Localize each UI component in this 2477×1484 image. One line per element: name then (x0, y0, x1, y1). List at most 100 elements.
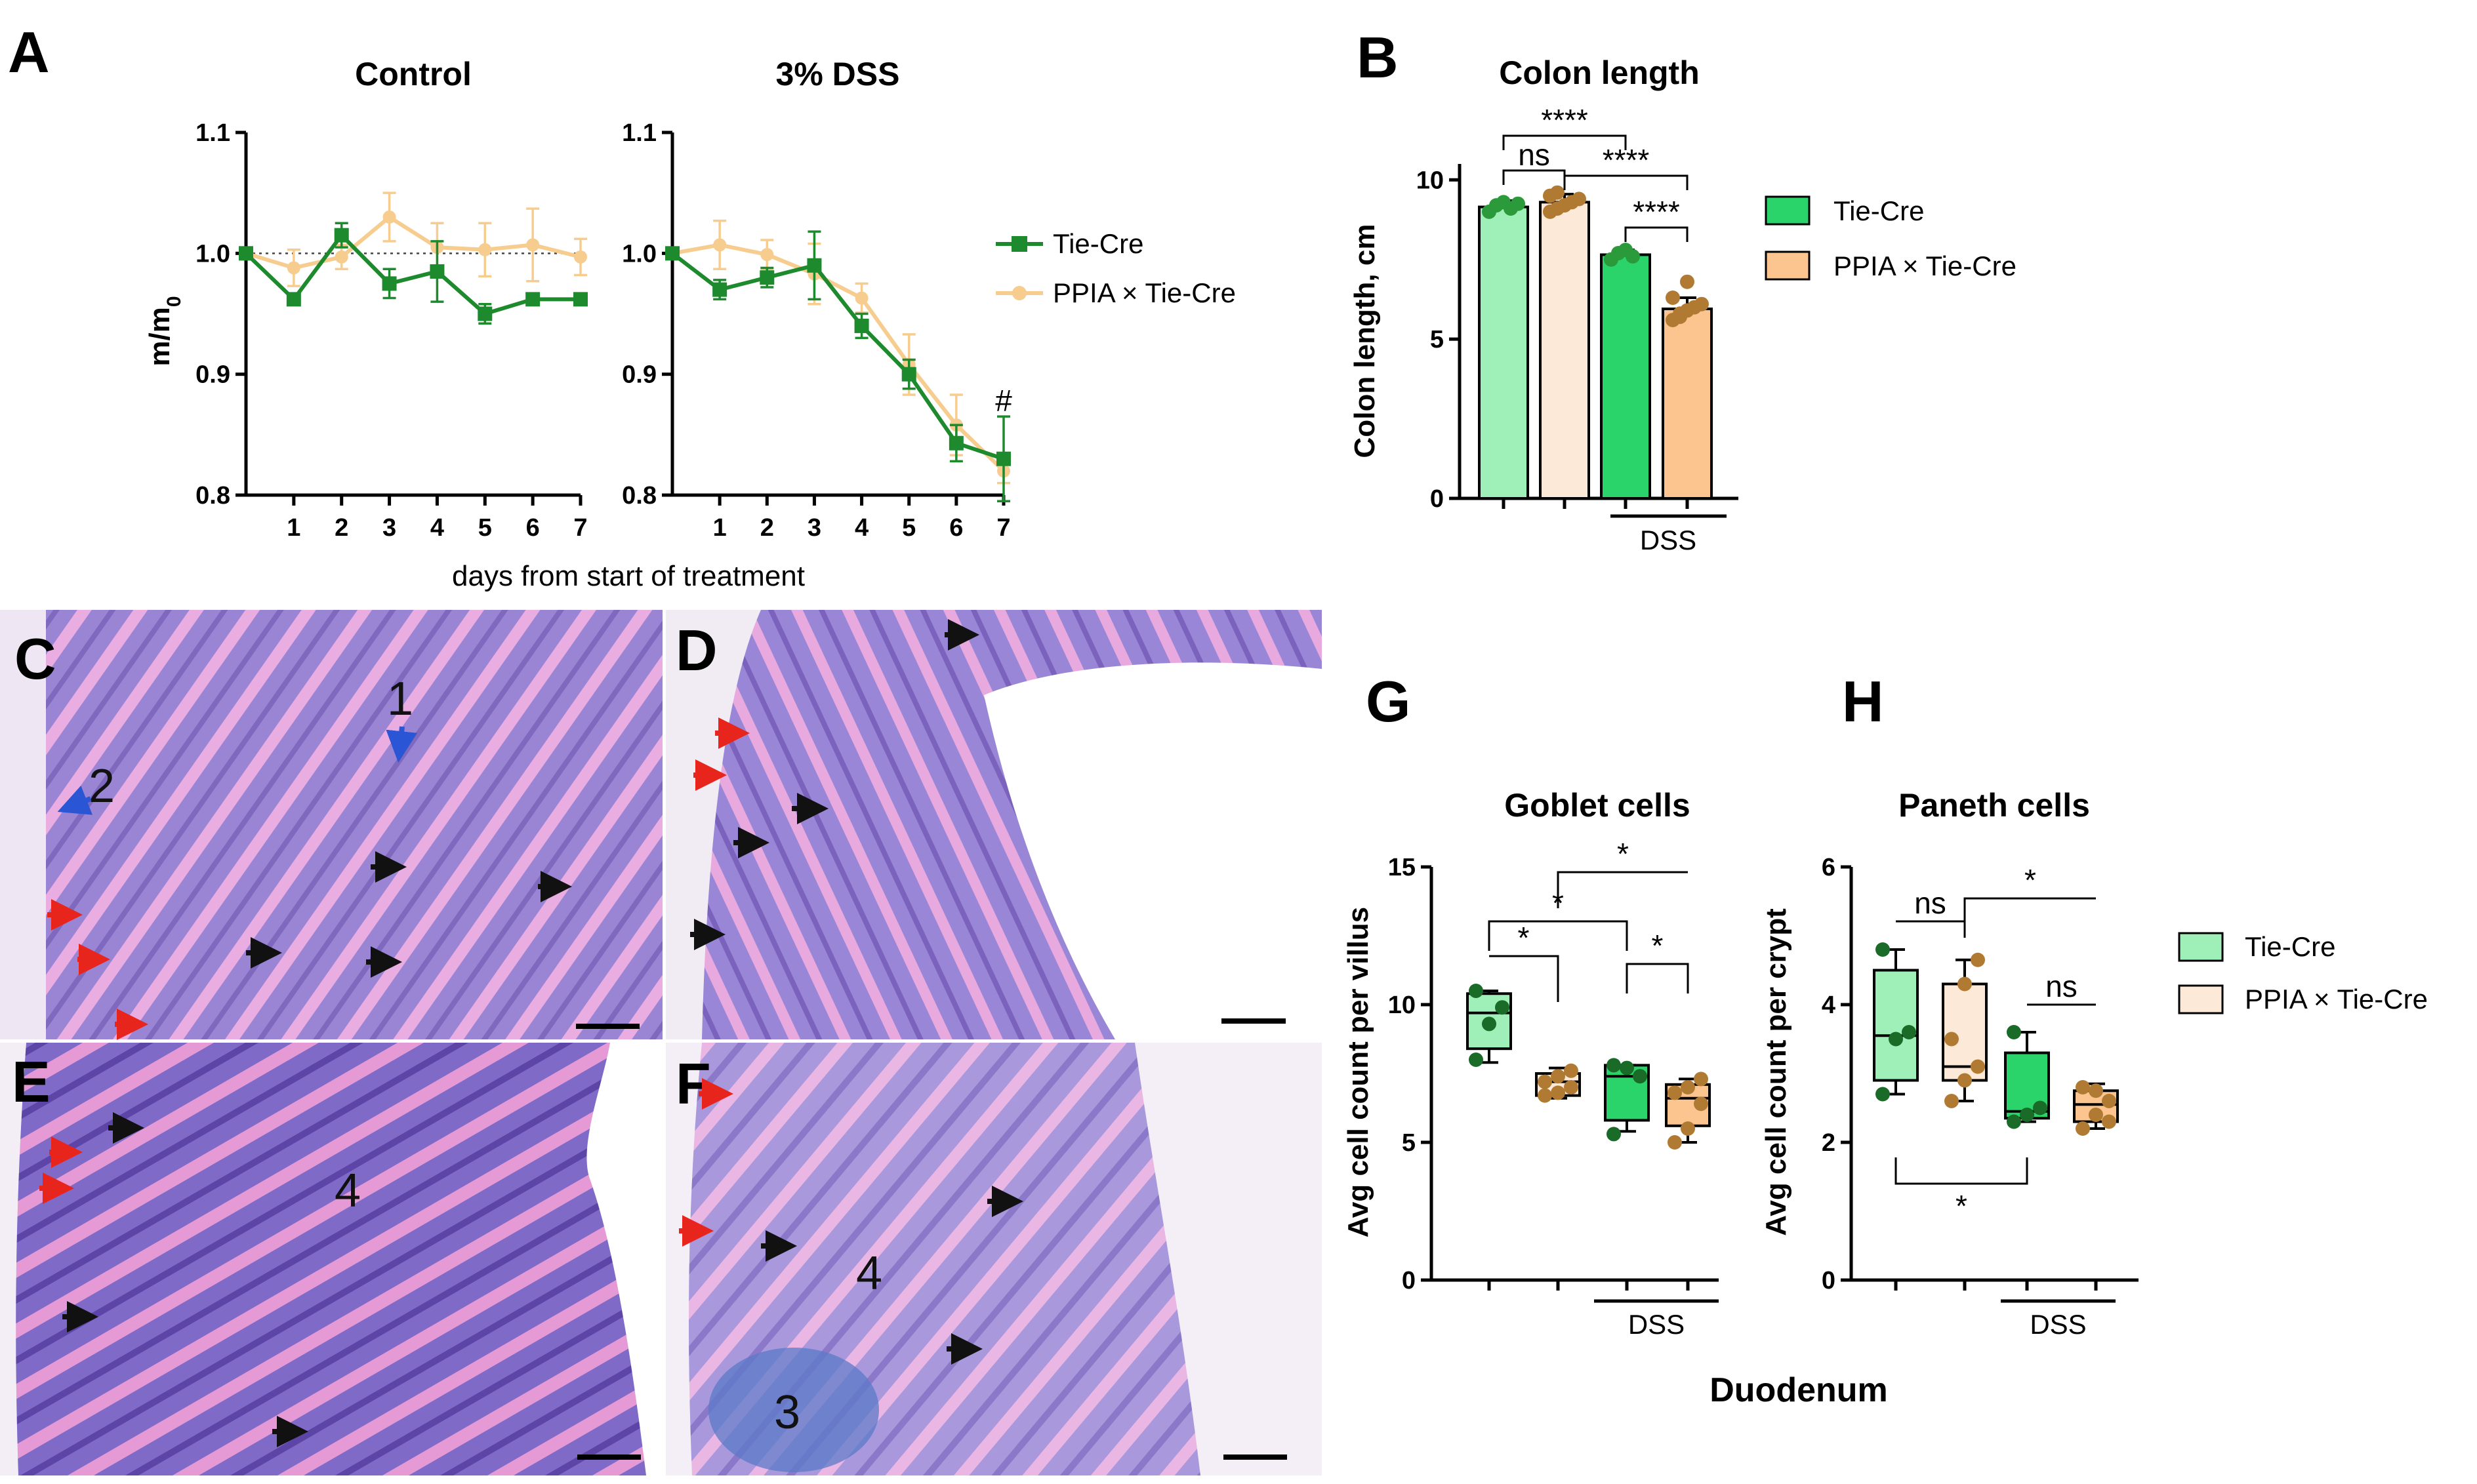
y-tick-label: 10 (1416, 167, 1444, 194)
micro-label-2: 2 (89, 760, 115, 812)
chart-h-legend: Tie-Cre PPIA × Tie-Cre (2178, 931, 2428, 1014)
micro-label-1: 1 (387, 673, 413, 725)
x-tick-label: 5 (478, 514, 492, 542)
group-label: DSS (1628, 1309, 1685, 1340)
data-point (574, 250, 587, 264)
data-point (2020, 1108, 2034, 1122)
chart-a-legend: Tie-Cre PPIA × Tie-Cre (996, 228, 1236, 308)
data-point (1557, 198, 1572, 213)
duodenum-label: Duodenum (1709, 1371, 1888, 1409)
chart-a-ylabel-main: m/m (144, 307, 176, 366)
data-point (1551, 1085, 1565, 1100)
chart-a-ylabel-sub: 0 (163, 296, 185, 307)
data-point (2033, 1100, 2047, 1115)
micrograph-c: C 1 2 (0, 610, 663, 1040)
significance-label: ns (1518, 138, 1550, 172)
y-tick-label: 0 (1430, 485, 1444, 513)
chart-a-control: Control m/m0 0.8 0.9 1.0 1.1 1 2 3 4 5 6 7 (144, 56, 588, 542)
data-point (1469, 984, 1483, 998)
group-label: DSS (2030, 1309, 2086, 1340)
data-point (1572, 191, 1586, 207)
chart-h-title: Paneth cells (1898, 787, 2090, 824)
significance-bracket (1624, 226, 1689, 242)
blue-arrow-icon (386, 726, 418, 763)
panel-label-b: B (1357, 25, 1399, 90)
y-tick-label: 2 (1822, 1129, 1835, 1157)
data-point (1668, 1135, 1682, 1150)
lumen-area (586, 1043, 663, 1475)
chart-a-ylabel: m/m0 (144, 296, 185, 366)
chart-b-ylabel: Colon length, cm (1349, 224, 1381, 458)
data-point (1694, 1072, 1708, 1087)
data-point (1902, 1025, 1916, 1039)
x-tick-label: 6 (526, 514, 540, 542)
significance-bracket (1489, 955, 1559, 1002)
significance-label: * (1955, 1189, 1967, 1223)
significance-label: **** (1633, 195, 1680, 229)
legend-b-tie-swatch (1765, 195, 1811, 226)
data-point (996, 451, 1011, 466)
data-point (1694, 1096, 1708, 1112)
data-point (855, 291, 869, 305)
data-point (2007, 1114, 2021, 1129)
bar (1539, 201, 1590, 500)
chart-b-colon-length: Colon length Colon length, cm 0 5 10 DSS **… (1349, 54, 1738, 555)
data-point (1495, 1000, 1509, 1015)
y-tick-label: 10 (1388, 992, 1416, 1019)
y-tick-label: 1.0 (195, 240, 230, 268)
x-tick-label: 6 (949, 514, 963, 542)
y-tick-label: 15 (1388, 854, 1416, 881)
significance-label: * (1518, 921, 1530, 955)
bar (1600, 253, 1651, 500)
panel-label-c: C (14, 626, 56, 691)
significance-label: ns (2045, 969, 2078, 1003)
micrograph-d: D (666, 610, 1322, 1039)
chart-a-dss: 3% DSS 0.8 0.9 1.0 1.1 1 2 3 4 5 6 7 # (622, 56, 1012, 542)
y-tick-label: 0.8 (622, 482, 657, 510)
significance-bracket (1563, 174, 1689, 190)
legend-a-tie-label: Tie-Cre (1053, 228, 1143, 259)
significance-label: * (2024, 863, 2036, 897)
data-point (430, 264, 445, 279)
data-point (901, 367, 916, 382)
legend-h-tie-swatch (2178, 932, 2224, 962)
blue-arrow-icon (57, 785, 93, 815)
legend-a-ppia-marker (1012, 286, 1027, 300)
data-point (2089, 1108, 2103, 1122)
y-tick-label: 1.0 (622, 240, 657, 268)
data-point (854, 318, 869, 333)
y-tick-label: 5 (1402, 1129, 1416, 1157)
x-tick-label: 3 (808, 514, 821, 542)
legend-b-ppia-swatch (1765, 251, 1811, 281)
significance-label: **** (1603, 143, 1650, 177)
legend-b-tie-label: Tie-Cre (1833, 195, 1924, 226)
data-point (712, 282, 727, 297)
y-tick-label: 4 (1822, 992, 1835, 1019)
data-point (335, 250, 348, 264)
bar (1478, 205, 1529, 500)
data-point (1550, 185, 1565, 200)
legend-b-ppia-label: PPIA × Tie-Cre (1833, 251, 2016, 281)
data-point (1875, 1087, 1890, 1102)
data-point (1511, 196, 1525, 211)
micro-label-4: 4 (856, 1247, 882, 1300)
series-line-tie-cre (671, 251, 1004, 461)
chart-a-dss-title: 3% DSS (776, 56, 900, 92)
significance-bracket (1626, 963, 1689, 993)
data-point (1971, 1059, 1985, 1074)
significance-label: * (1652, 929, 1664, 963)
group-label: DSS (1640, 525, 1696, 555)
data-point (526, 238, 540, 252)
micrograph-f: F 4 3 (666, 1043, 1322, 1475)
data-point (1681, 1121, 1695, 1136)
legend-a-ppia-label: PPIA × Tie-Cre (1053, 277, 1236, 308)
x-tick-label: 1 (287, 514, 300, 542)
data-point (239, 246, 253, 261)
data-point (1681, 1080, 1695, 1094)
data-point (1538, 1074, 1552, 1089)
data-point (1626, 249, 1640, 264)
y-tick-label: 0.8 (195, 482, 230, 510)
data-point (1944, 1094, 1959, 1108)
data-point (478, 306, 493, 321)
chart-g-title: Goblet cells (1504, 787, 1690, 824)
